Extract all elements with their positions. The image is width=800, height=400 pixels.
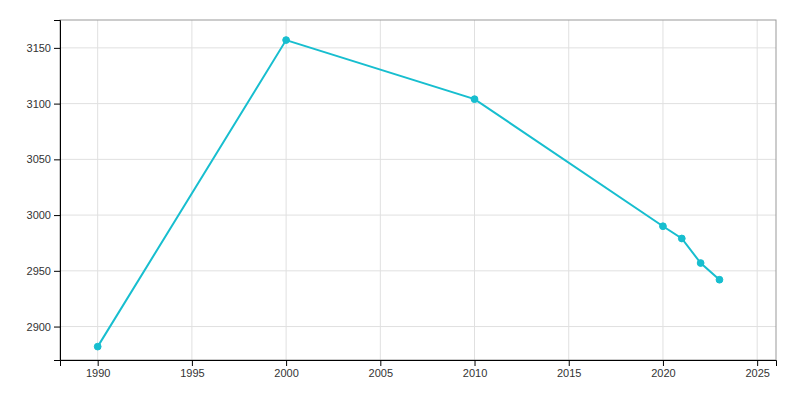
grid <box>60 20 776 360</box>
y-tick-mark <box>54 215 60 216</box>
y-tick: 3100 <box>27 98 60 110</box>
y-tick-label: 2950 <box>27 265 51 277</box>
y-axis: 2900 2950 3000 3050 3100 3150 <box>27 21 61 361</box>
point <box>678 235 685 242</box>
line <box>98 40 720 347</box>
x-grid-line <box>380 20 381 360</box>
x-tick-mark <box>569 360 570 366</box>
y-grid-line <box>60 326 776 327</box>
y-tick: 3150 <box>27 42 60 54</box>
x-grid-line <box>474 20 475 360</box>
x-tick-label: 2020 <box>651 367 675 379</box>
marks <box>94 37 723 350</box>
plot-frame <box>60 20 776 360</box>
y-tick-mark <box>54 271 60 272</box>
y-grid-line <box>60 159 776 160</box>
y-tick: 2900 <box>27 321 60 333</box>
x-axis-line <box>61 361 777 367</box>
plot-area: 1990 1995 2000 2005 2010 2015 2020 2025 2900 2950… <box>27 20 777 379</box>
x-tick-mark <box>380 360 381 366</box>
x-tick: 2005 <box>369 360 393 379</box>
x-tick-mark <box>192 360 193 366</box>
x-grid-line <box>97 20 98 360</box>
y-tick: 2950 <box>27 265 60 277</box>
x-axis: 1990 1995 2000 2005 2010 2015 2020 2025 <box>61 360 777 379</box>
x-grid-line <box>662 20 663 360</box>
x-grid-line <box>568 20 569 360</box>
y-grid-line <box>60 215 776 216</box>
x-tick-mark <box>757 360 758 366</box>
x-grid-line <box>191 20 192 360</box>
y-tick: 3050 <box>27 153 60 165</box>
point <box>471 96 478 103</box>
x-tick-label: 1990 <box>86 367 110 379</box>
x-tick-mark <box>286 360 287 366</box>
x-tick: 2015 <box>557 360 581 379</box>
chart-svg: 1990 1995 2000 2005 2010 2015 2020 2025 2900 2950… <box>0 0 800 400</box>
x-grid-line <box>286 20 287 360</box>
point <box>283 37 290 44</box>
x-tick-label: 2015 <box>557 367 581 379</box>
x-tick-mark <box>98 360 99 366</box>
x-tick: 2000 <box>274 360 298 379</box>
x-tick-mark <box>663 360 664 366</box>
y-tick-label: 3000 <box>27 209 51 221</box>
x-tick: 2020 <box>651 360 675 379</box>
x-tick-mark <box>475 360 476 366</box>
y-tick-mark <box>54 104 60 105</box>
y-axis-line <box>54 21 61 361</box>
y-tick-mark <box>54 159 60 160</box>
x-tick: 1990 <box>86 360 110 379</box>
y-tick-label: 3050 <box>27 153 51 165</box>
y-grid-line <box>60 47 776 48</box>
y-grid-line <box>60 270 776 271</box>
x-tick-label: 2000 <box>274 367 298 379</box>
y-tick-label: 3150 <box>27 42 51 54</box>
point <box>94 343 101 350</box>
y-tick-label: 2900 <box>27 321 51 333</box>
y-tick-mark <box>54 48 60 49</box>
x-tick-label: 1995 <box>180 367 204 379</box>
x-tick: 2025 <box>745 360 769 379</box>
point <box>660 223 667 230</box>
y-tick: 3000 <box>27 209 60 221</box>
x-tick: 2010 <box>463 360 487 379</box>
x-tick-label: 2005 <box>369 367 393 379</box>
x-tick: 1995 <box>180 360 204 379</box>
x-grid-line <box>757 20 758 360</box>
y-tick-mark <box>54 327 60 328</box>
point <box>697 260 704 267</box>
x-tick-label: 2025 <box>745 367 769 379</box>
x-tick-label: 2010 <box>463 367 487 379</box>
y-grid-line <box>60 103 776 104</box>
y-tick-label: 3100 <box>27 98 51 110</box>
point <box>716 276 723 283</box>
